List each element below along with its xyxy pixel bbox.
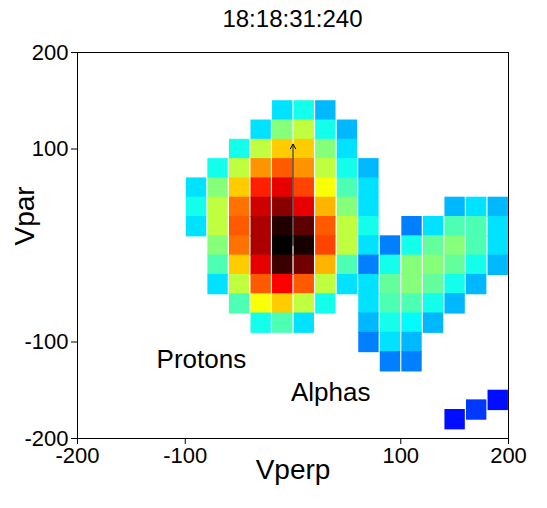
svg-text:200: 200: [32, 40, 69, 65]
svg-text:100: 100: [32, 136, 69, 161]
svg-text:-100: -100: [163, 443, 207, 468]
svg-text:-200: -200: [24, 426, 68, 451]
svg-text:-100: -100: [24, 329, 68, 354]
svg-text:Alphas: Alphas: [291, 377, 371, 407]
svg-text:Protons: Protons: [157, 344, 247, 374]
html-text:18:18:31:240: 18:18:31:240: [222, 5, 363, 32]
svg-text:100: 100: [382, 443, 419, 468]
svg-text:200: 200: [490, 443, 527, 468]
svg-text:Vpar: Vpar: [9, 186, 40, 245]
svg-text:Vperp: Vperp: [256, 454, 331, 485]
svg-text:-200: -200: [55, 443, 100, 469]
